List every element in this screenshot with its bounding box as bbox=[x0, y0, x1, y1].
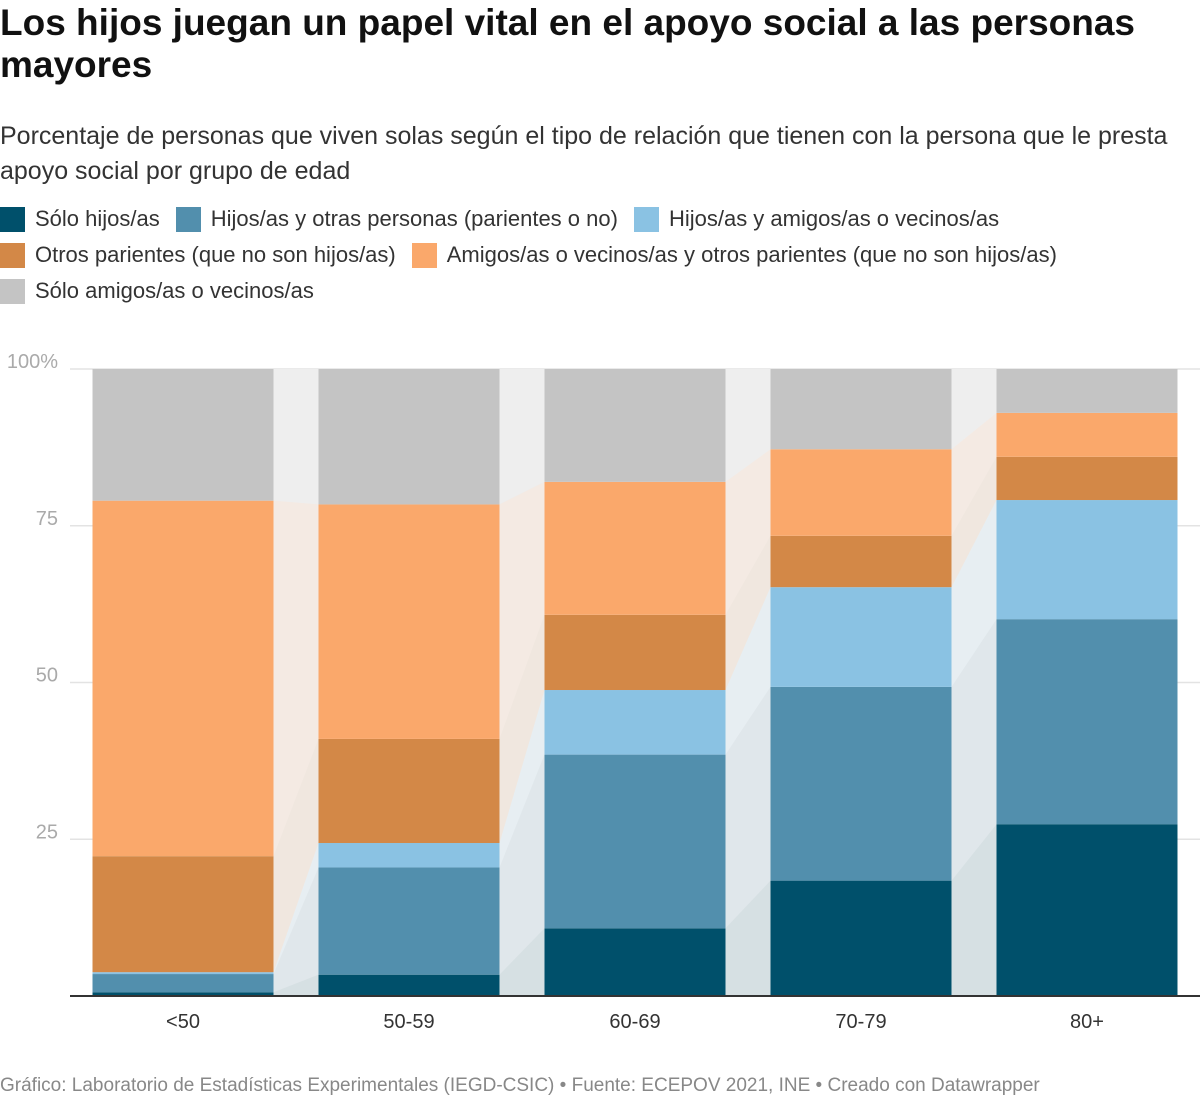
legend-swatch bbox=[0, 206, 25, 232]
bar-hijos-as-y-otras-personas-parientes-o-no bbox=[996, 619, 1178, 825]
legend-swatch bbox=[0, 242, 25, 268]
connector-hijos-as-y-amigos-as-o-vecinos-as bbox=[951, 500, 997, 687]
legend-swatch bbox=[0, 278, 25, 304]
connector-solo-amigos-as-o-vecinos-as bbox=[951, 369, 997, 450]
legend-label: Amigos/as o vecinos/as y otros parientes… bbox=[446, 242, 1057, 267]
legend-item: Otros parientes (que no son hijos/as) bbox=[0, 242, 396, 268]
bar-solo-hijos-as bbox=[996, 824, 1178, 996]
connector-hijos-as-y-otras-personas-parientes-o-no bbox=[499, 754, 545, 975]
connector-background bbox=[499, 369, 545, 996]
x-tick-label: 60-69 bbox=[609, 1011, 660, 1033]
connector-amigos-as-o-vecinos-as-y-otros-parientes-que-no-son-hijos-as bbox=[725, 449, 771, 615]
connector-solo-hijos-as bbox=[725, 880, 771, 996]
bar-solo-hijos-as bbox=[544, 928, 726, 996]
connector-background bbox=[273, 369, 319, 996]
connector-hijos-as-y-otras-personas-parientes-o-no bbox=[725, 686, 771, 929]
bar-amigos-as-o-vecinos-as-y-otros-parientes-que-no-son-hijos-as bbox=[996, 412, 1178, 457]
bar-solo-hijos-as bbox=[92, 992, 274, 996]
legend-label: Hijos/as y otras personas (parientes o n… bbox=[210, 206, 618, 231]
connector-otros-parientes-que-no-son-hijos-as bbox=[725, 535, 771, 691]
legend-item: Hijos/as y otras personas (parientes o n… bbox=[175, 206, 618, 232]
y-tick-label: 100% bbox=[7, 351, 58, 373]
connector-hijos-as-y-otras-personas-parientes-o-no bbox=[951, 619, 997, 881]
bar-solo-hijos-as bbox=[318, 974, 500, 996]
bar-hijos-as-y-amigos-as-o-vecinos-as bbox=[770, 587, 952, 687]
bar-otros-parientes-que-no-son-hijos-as bbox=[318, 738, 500, 844]
bar-hijos-as-y-otras-personas-parientes-o-no bbox=[770, 686, 952, 881]
bar-hijos-as-y-otras-personas-parientes-o-no bbox=[92, 974, 274, 993]
bar-otros-parientes-que-no-son-hijos-as bbox=[770, 535, 952, 588]
chart-footer: Gráfico: Laboratorio de Estadísticas Exp… bbox=[0, 1075, 1040, 1096]
bar-solo-amigos-as-o-vecinos-as bbox=[996, 369, 1178, 413]
axes: 100% 75 50 25 <50 50-59 60-69 70-79 80+ bbox=[7, 351, 1200, 1033]
bar-hijos-as-y-otras-personas-parientes-o-no bbox=[318, 867, 500, 975]
legend-label: Hijos/as y amigos/as o vecinos/as bbox=[668, 206, 1000, 231]
connector-solo-amigos-as-o-vecinos-as bbox=[725, 369, 771, 482]
connector-solo-hijos-as bbox=[273, 974, 319, 996]
connector-amigos-as-o-vecinos-as-y-otros-parientes-que-no-son-hijos-as bbox=[499, 481, 545, 739]
x-tick-label: 50-59 bbox=[383, 1011, 434, 1033]
bar-solo-amigos-as-o-vecinos-as bbox=[770, 369, 952, 450]
connector-solo-hijos-as bbox=[499, 928, 545, 996]
legend-swatch bbox=[633, 206, 659, 232]
connector-solo-hijos-as bbox=[951, 824, 997, 996]
bar-solo-amigos-as-o-vecinos-as bbox=[92, 369, 274, 501]
connector-background bbox=[725, 369, 771, 996]
connector-amigos-as-o-vecinos-as-y-otros-parientes-que-no-son-hijos-as bbox=[951, 412, 997, 536]
bar-otros-parientes-que-no-son-hijos-as bbox=[996, 456, 1178, 501]
legend-swatch bbox=[411, 242, 437, 268]
connector-amigos-as-o-vecinos-as-y-otros-parientes-que-no-son-hijos-as bbox=[273, 500, 319, 857]
bar-hijos-as-y-amigos-as-o-vecinos-as bbox=[92, 972, 274, 975]
bar-otros-parientes-que-no-son-hijos-as bbox=[92, 856, 274, 973]
bar-amigos-as-o-vecinos-as-y-otros-parientes-que-no-son-hijos-as bbox=[92, 500, 274, 857]
x-tick-label: 80+ bbox=[1070, 1011, 1104, 1033]
bar-solo-amigos-as-o-vecinos-as bbox=[544, 369, 726, 482]
bar-hijos-as-y-amigos-as-o-vecinos-as bbox=[996, 500, 1178, 620]
connector-hijos-as-y-amigos-as-o-vecinos-as bbox=[273, 843, 319, 975]
x-tick-label: <50 bbox=[166, 1011, 200, 1033]
connector-otros-parientes-que-no-son-hijos-as bbox=[951, 456, 997, 588]
y-tick-label: 50 bbox=[36, 665, 58, 687]
chart-title: Los hijos juegan un papel vital en el ap… bbox=[0, 2, 1136, 85]
connector-hijos-as-y-otras-personas-parientes-o-no bbox=[273, 867, 319, 993]
y-tick-label: 25 bbox=[36, 821, 58, 843]
chart-subtitle: Porcentaje de personas que viven solas s… bbox=[0, 122, 1168, 185]
connector-otros-parientes-que-no-son-hijos-as bbox=[273, 738, 319, 973]
stacked-bar-chart: 100% 75 50 25 <50 50-59 60-69 70-79 80+ bbox=[7, 351, 1200, 1033]
bar-connectors bbox=[273, 369, 997, 996]
bar-otros-parientes-que-no-son-hijos-as bbox=[544, 614, 726, 691]
legend-label: Sólo amigos/as o vecinos/as bbox=[35, 278, 314, 303]
x-tick-label: 70-79 bbox=[835, 1011, 886, 1033]
bar-hijos-as-y-otras-personas-parientes-o-no bbox=[544, 754, 726, 929]
y-tick-label: 75 bbox=[36, 508, 58, 530]
bar-solo-amigos-as-o-vecinos-as bbox=[318, 369, 500, 505]
chart-legend: Sólo hijos/as Hijos/as y otras personas (… bbox=[0, 206, 1200, 304]
connector-solo-amigos-as-o-vecinos-as bbox=[273, 369, 319, 505]
legend-label: Otros parientes (que no son hijos/as) bbox=[35, 242, 396, 267]
connector-background bbox=[951, 369, 997, 996]
connector-otros-parientes-que-no-son-hijos-as bbox=[499, 614, 545, 844]
bars bbox=[92, 369, 1178, 996]
connector-solo-amigos-as-o-vecinos-as bbox=[499, 369, 545, 505]
bar-hijos-as-y-amigos-as-o-vecinos-as bbox=[318, 843, 500, 868]
legend-swatch bbox=[175, 206, 201, 232]
legend-item: Hijos/as y amigos/as o vecinos/as bbox=[633, 206, 1000, 232]
connector-hijos-as-y-amigos-as-o-vecinos-as bbox=[725, 587, 771, 755]
bar-amigos-as-o-vecinos-as-y-otros-parientes-que-no-son-hijos-as bbox=[318, 504, 500, 739]
bar-hijos-as-y-amigos-as-o-vecinos-as bbox=[544, 690, 726, 755]
bar-amigos-as-o-vecinos-as-y-otros-parientes-que-no-son-hijos-as bbox=[544, 481, 726, 615]
connector-hijos-as-y-amigos-as-o-vecinos-as bbox=[499, 690, 545, 868]
bar-amigos-as-o-vecinos-as-y-otros-parientes-que-no-son-hijos-as bbox=[770, 449, 952, 536]
legend-item: Sólo hijos/as bbox=[0, 206, 160, 232]
bar-solo-hijos-as bbox=[770, 880, 952, 996]
legend-item: Amigos/as o vecinos/as y otros parientes… bbox=[411, 242, 1057, 268]
legend-item: Sólo amigos/as o vecinos/as bbox=[0, 278, 314, 304]
legend-label: Sólo hijos/as bbox=[35, 206, 160, 231]
